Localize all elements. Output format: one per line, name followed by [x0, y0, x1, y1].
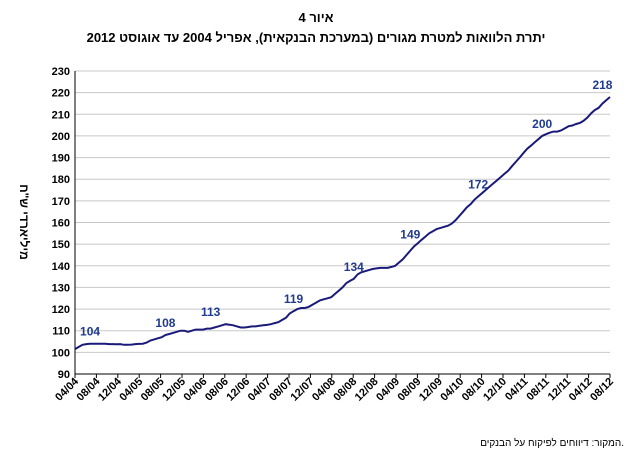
x-tick-label: 08/08: [331, 376, 359, 404]
y-tick-label: 180: [52, 174, 70, 186]
x-tick-labels: 04/0408/0412/0404/0508/0512/0504/0608/06…: [53, 375, 616, 404]
x-tick-label: 04/05: [117, 376, 145, 404]
data-label: 108: [155, 316, 175, 330]
y-tick-label: 190: [52, 153, 70, 165]
x-tick-label: 12/08: [353, 376, 381, 404]
x-tick-label: 04/06: [182, 376, 210, 404]
data-label: 134: [344, 260, 364, 274]
x-tick-label: 04/10: [438, 376, 466, 404]
x-tick-label: 04/12: [567, 376, 595, 404]
x-tick-label: 12/07: [289, 376, 317, 404]
x-tick-label: 12/11: [546, 376, 574, 404]
x-tick-label: 12/10: [481, 376, 509, 404]
x-tick-label: 04/08: [310, 376, 338, 404]
chart-title: יתרת הלוואות למטרת מגורים (במערכת הבנקאי…: [86, 30, 546, 45]
x-tick-label: 12/06: [224, 376, 252, 404]
y-tick-label: 120: [52, 304, 70, 316]
x-tick-label: 04/11: [503, 376, 531, 404]
y-tick-label: 230: [52, 66, 70, 78]
x-tick-label: 04/09: [374, 376, 402, 404]
y-tick-label: 200: [52, 131, 70, 143]
series-lines: [74, 96, 611, 350]
y-tick-label: 90: [58, 369, 70, 381]
x-tick-label: 08/11: [524, 376, 552, 404]
x-tick-label: 08/07: [267, 376, 295, 404]
y-tick-label: 110: [52, 326, 70, 338]
y-tick-label: 140: [52, 261, 70, 273]
data-labels: 104 108 113 119 134 149 172 200 218: [80, 78, 613, 339]
x-tick-label: 12/05: [160, 376, 188, 404]
x-tick-label: 08/06: [203, 376, 231, 404]
y-tick-label: 170: [52, 196, 70, 208]
y-tick-label: 210: [52, 109, 70, 121]
y-tick-label: 100: [52, 347, 70, 359]
grid-lines: [75, 70, 610, 375]
data-label: 200: [532, 117, 552, 131]
x-tick-label: 12/09: [417, 376, 445, 404]
data-label: 149: [400, 227, 420, 241]
axes: [74, 71, 611, 378]
y-tick-label: 150: [52, 239, 70, 251]
y-tick-label: 220: [52, 88, 70, 100]
x-tick-label: 08/09: [396, 376, 424, 404]
series-line: [74, 96, 611, 350]
data-label: 172: [468, 178, 488, 192]
data-label: 113: [201, 305, 221, 319]
y-tick-labels: 90 100 110 120 130 140 150 160 170 180 190 200 210 22…: [52, 66, 70, 381]
x-tick-label: 08/05: [139, 376, 167, 404]
y-tick-label: 130: [52, 282, 70, 294]
x-tick-label: 04/07: [246, 376, 274, 404]
x-tick-label: 08/10: [460, 376, 488, 404]
data-label: 218: [592, 78, 612, 92]
source-note: המקור: דיווחים לפיקוח על הבנקים.: [480, 438, 624, 449]
y-tick-label: 160: [52, 218, 70, 230]
x-tick-label: 08/12: [588, 376, 616, 404]
data-label: 104: [80, 325, 100, 339]
figure-label: איור 4: [298, 10, 334, 25]
data-label: 119: [284, 292, 304, 306]
